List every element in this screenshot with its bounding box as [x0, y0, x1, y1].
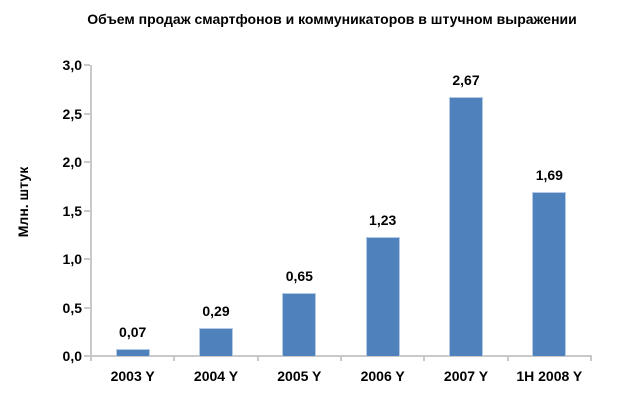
bar-value-label-2006-y: 1,23: [369, 211, 397, 228]
y-axis-line: [90, 65, 92, 356]
bar-2007-y: [449, 97, 483, 356]
x-tick: [90, 356, 92, 361]
plot-area: 0,0 0,5 1,0 1,5 2,0 2,5 3,0 0,07 2003 Y 0,29 2004 …: [63, 57, 592, 384]
chart-title: Объем продаж смартфонов и коммуникаторов…: [87, 11, 577, 27]
y-tick: [84, 112, 90, 115]
x-category-label-2004-y: 2004 Y: [193, 368, 239, 384]
y-tick-label: 3,0: [62, 57, 82, 73]
x-tick: [506, 356, 509, 361]
y-tick-label: 2,5: [62, 105, 82, 122]
x-category-label-2005-y: 2005 Y: [277, 368, 322, 384]
y-tick-label: 2,0: [62, 154, 82, 170]
bar-2004-y: [199, 327, 233, 356]
y-tick-label: 0,0: [62, 348, 82, 364]
bar-2006-y: [365, 236, 400, 356]
bar-2003-y: [115, 349, 150, 356]
bar-1h-2008-y: [532, 192, 567, 356]
x-tick: [173, 356, 176, 361]
x-tick: [423, 356, 426, 361]
y-tick: [84, 209, 90, 212]
x-tick: [340, 356, 342, 361]
bar-value-label-2005-y: 0,65: [285, 267, 313, 284]
y-tick: [84, 161, 90, 163]
y-tick-label: 1,5: [62, 202, 82, 219]
y-tick-label: 1,0: [62, 251, 82, 267]
x-tick: [256, 356, 259, 361]
bar-value-label-2004-y: 0,29: [202, 302, 230, 319]
y-tick: [84, 306, 90, 309]
x-category-label-2006-y: 2006 Y: [360, 368, 405, 384]
x-category-label-1h-2008-y: 1H 2008 Y: [516, 368, 583, 384]
bar-value-label-2007-y: 2,67: [452, 72, 480, 88]
y-tick: [84, 355, 90, 357]
y-tick: [84, 64, 90, 66]
x-category-label-2003-y: 2003 Y: [110, 368, 155, 384]
y-axis-title: Млн. штук: [15, 166, 31, 238]
bar-value-label-1h-2008-y: 1,69: [535, 167, 563, 184]
bar-2005-y: [282, 292, 317, 356]
x-tick: [590, 356, 592, 361]
x-category-label-2007-y: 2007 Y: [443, 368, 489, 384]
bar-value-label-2003-y: 0,07: [119, 324, 147, 341]
y-tick-label: 0,5: [62, 299, 82, 316]
y-tick: [84, 258, 90, 260]
